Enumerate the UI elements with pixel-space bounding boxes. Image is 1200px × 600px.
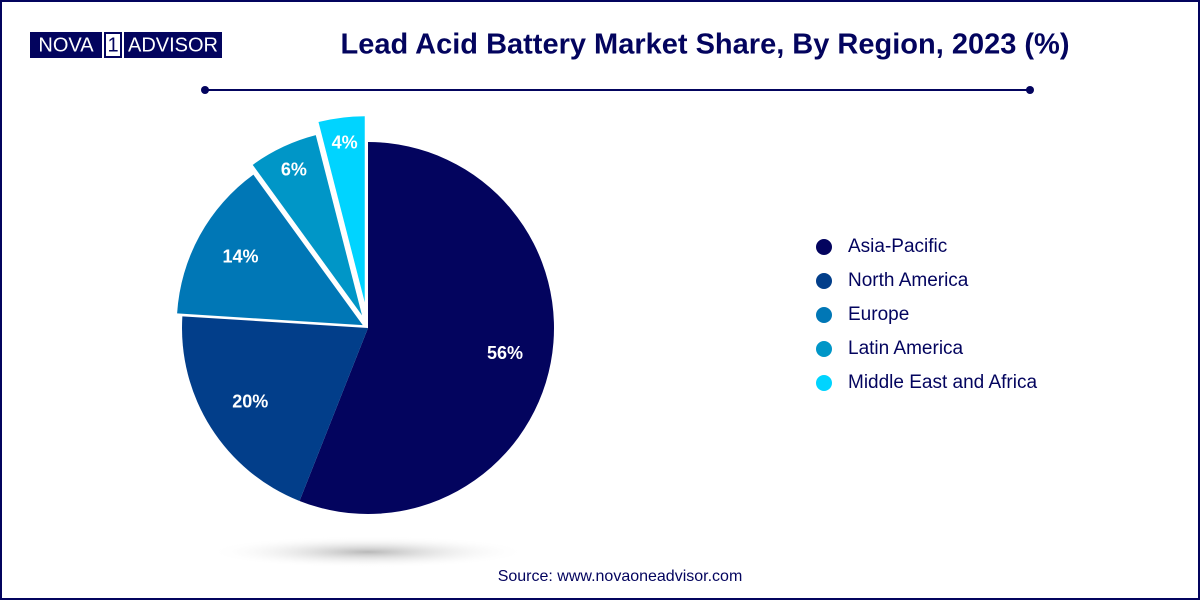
pie-slice xyxy=(252,135,363,316)
legend-label: North America xyxy=(848,270,969,291)
pie-slice xyxy=(177,174,363,326)
legend-label: Middle East and Africa xyxy=(848,372,1037,393)
legend-marker xyxy=(816,273,832,289)
chart-title: Lead Acid Battery Market Share, By Regio… xyxy=(341,29,1070,61)
pie-slice xyxy=(318,116,365,303)
rule-dot xyxy=(201,86,209,94)
data-label: 56% xyxy=(487,343,523,363)
logo-box xyxy=(30,32,102,58)
logo-mark: 1 xyxy=(107,34,118,56)
legend-label: Latin America xyxy=(848,338,964,359)
legend-label: Europe xyxy=(848,304,909,325)
data-label: 4% xyxy=(332,132,358,152)
legend-marker xyxy=(816,341,832,357)
rule-dot xyxy=(1026,86,1034,94)
pie-slice xyxy=(182,316,368,501)
data-label: 6% xyxy=(281,159,307,179)
pie-shadow xyxy=(208,536,528,568)
data-label: 14% xyxy=(222,247,258,267)
logo-right: ADVISOR xyxy=(128,34,218,56)
logo-mark-box xyxy=(104,32,122,58)
logo-box xyxy=(124,32,222,58)
legend-label: Asia-Pacific xyxy=(848,236,947,257)
legend-marker xyxy=(816,375,832,391)
source: Source: www.novaoneadvisor.com xyxy=(498,568,743,585)
legend-marker xyxy=(816,307,832,323)
logo: NOVA 1 ADVISOR xyxy=(30,32,222,58)
pie-slice xyxy=(299,142,554,514)
legend-marker xyxy=(816,239,832,255)
data-label: 20% xyxy=(232,391,268,411)
logo-left: NOVA xyxy=(38,34,94,56)
